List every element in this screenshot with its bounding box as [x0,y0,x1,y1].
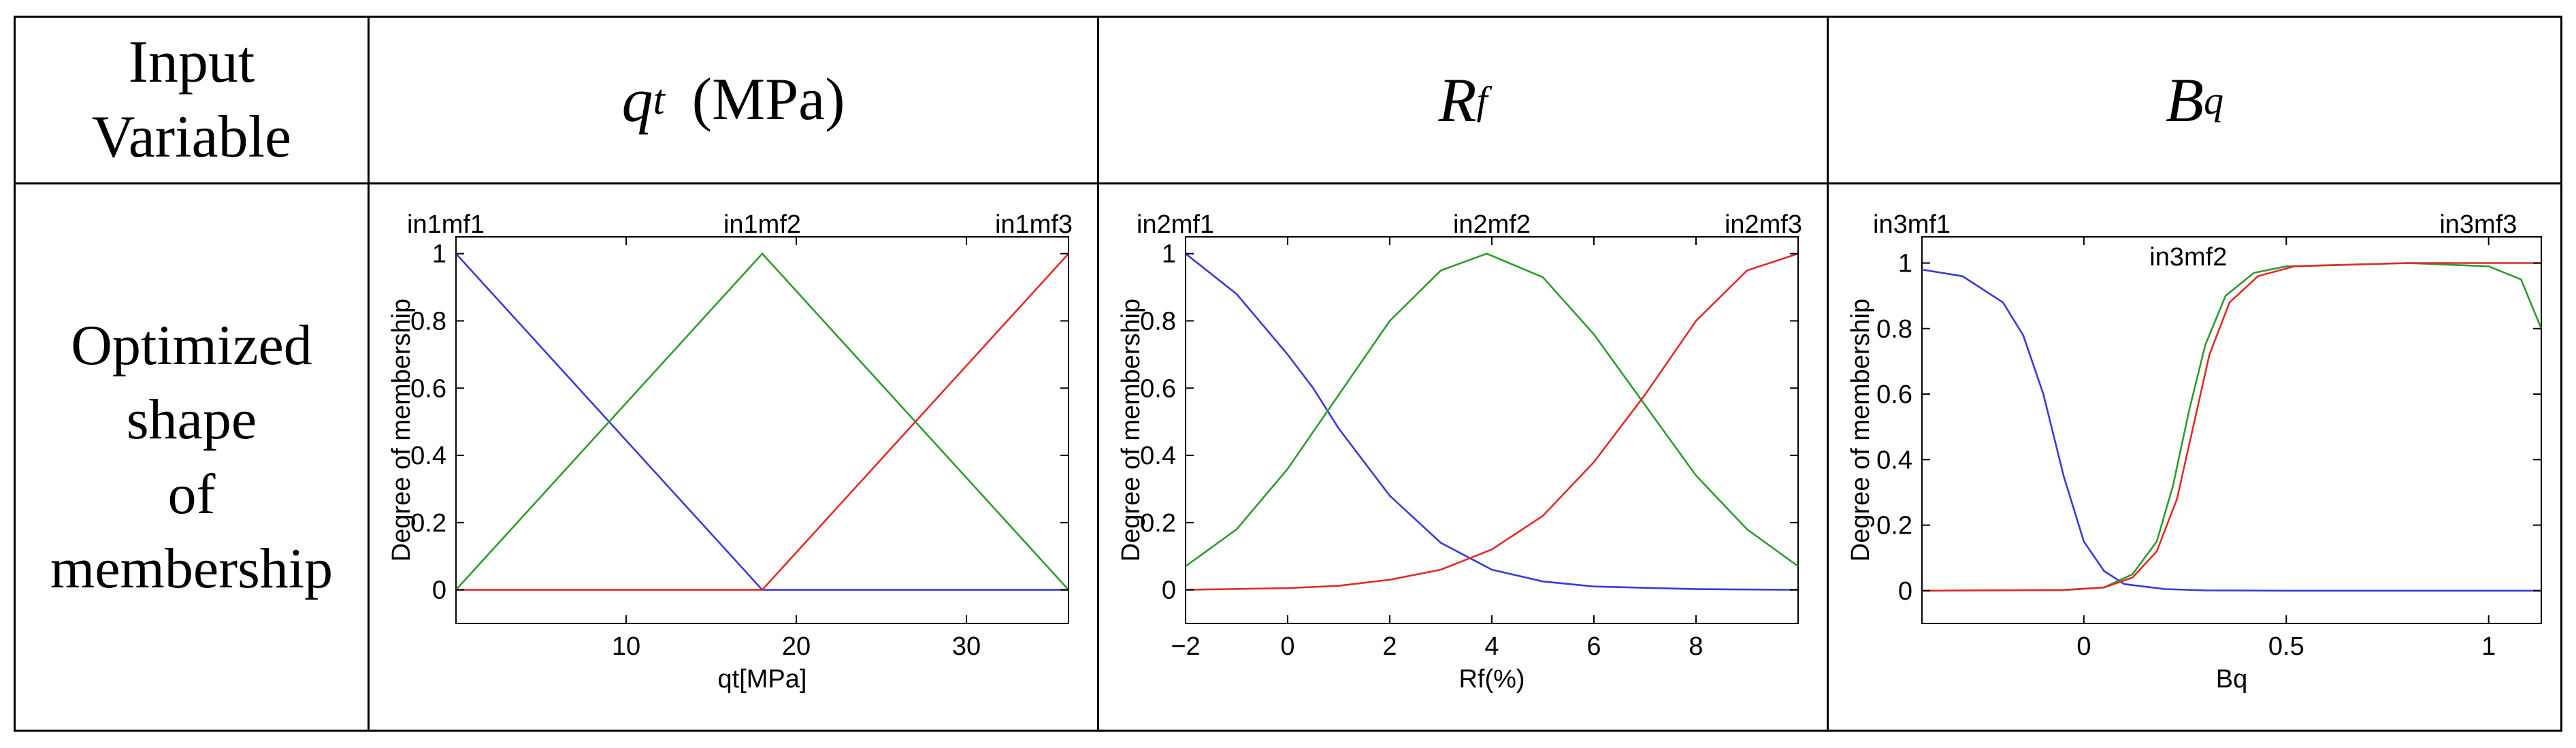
mf-label-in2mf2: in2mf2 [1453,210,1531,239]
row-label: Optimized shape of membership [50,314,333,600]
header-input-variable: Input Variable [91,29,292,170]
y-tick-label: 0 [1898,577,1912,606]
table-divider [14,182,2562,184]
y-tick-label: 0.2 [1140,509,1176,538]
x-tick-label: 10 [612,632,640,661]
x-tick-label: 0 [2076,632,2091,661]
x-tick-label: 6 [1586,632,1601,661]
y-tick-label: 0.2 [1876,512,1912,540]
y-tick-label: 0 [432,576,446,605]
mf-label-in2mf1: in2mf1 [1137,210,1214,239]
y-tick-label: 0.6 [1140,374,1176,403]
membership-table [14,16,2562,732]
y-tick-label: 0.2 [410,509,446,538]
table-divider [1097,16,1099,732]
series-line-in3mf2 [1921,262,2543,592]
mf-label-in3mf3: in3mf3 [2439,210,2517,239]
mf-label-in3mf1: in3mf1 [1873,210,1951,239]
series-line-in2mf2 [1185,253,1799,568]
x-tick-label: 20 [782,632,811,661]
y-tick-label: 1 [432,240,446,269]
series-line-in2mf1 [1185,253,1799,591]
table-divider [368,16,370,732]
x-axis-label: qt[MPa] [718,665,807,694]
series-line-in3mf3 [1921,262,2541,592]
y-tick-label: 1 [1898,250,1912,278]
y-tick-label: 0.8 [1876,315,1912,344]
chart-rf-svg: 0 0.2 0.4 0.6 0.8 1 −2 0 2 4 6 8 Rf(%) Degree of memb… [1117,210,1802,694]
chart-qt-svg: 0 0.2 0.4 0.6 0.8 1 10 20 30 qt[MPa] Degree of mem… [387,210,1073,694]
chart-qt: 0 0.2 0.4 0.6 0.8 1 10 20 30 qt[MPa] Degree of mem… [381,204,1089,721]
y-axis-label: Degree of membership [387,299,416,562]
x-tick-label: −2 [1171,632,1200,661]
chart-bq: 0 0.2 0.4 0.6 0.8 1 0 0.5 1 Bq Degree of membershi… [1840,204,2555,721]
y-tick-label: 0.8 [410,307,446,336]
series-line-in1mf3 [456,253,1069,591]
y-tick-label: 0.8 [1140,307,1176,336]
mf-label-in1mf3: in1mf3 [995,210,1073,239]
chart-rf: 0 0.2 0.4 0.6 0.8 1 −2 0 2 4 6 8 Rf(%) Degree of memb… [1111,204,1819,721]
y-tick-label: 0.4 [410,442,446,470]
x-tick-label: 8 [1689,632,1703,661]
chart-bq-svg: 0 0.2 0.4 0.6 0.8 1 0 0.5 1 Bq Degree of membershi… [1846,210,2543,694]
series-line-in3mf1 [1921,268,2541,592]
plot-frame [455,236,1069,624]
y-tick-label: 1 [1162,240,1176,269]
mf-label-in2mf3: in2mf3 [1725,210,1802,239]
y-tick-label: 0.4 [1140,442,1176,470]
mf-label-in1mf2: in1mf2 [723,210,801,239]
x-tick-label: 4 [1484,632,1499,661]
x-tick-label: 30 [952,632,981,661]
table-divider [1827,16,1829,732]
series-line-in1mf2 [455,252,1069,591]
y-axis-label: Degree of membership [1117,299,1145,562]
series-line-in2mf3 [1185,253,1799,591]
plot-frame [1185,236,1799,624]
y-axis-label: Degree of membership [1846,299,1875,562]
plot-frame [1921,236,2542,624]
y-tick-label: 0 [1162,576,1176,605]
x-tick-label: 1 [2481,632,2496,661]
x-tick-label: 2 [1382,632,1397,661]
x-tick-label: 0 [1280,632,1294,661]
x-axis-label: Rf(%) [1458,665,1525,694]
mf-label-in3mf2: in3mf2 [2149,243,2227,272]
x-tick-label: 0.5 [2268,632,2304,661]
y-tick-label: 0.4 [1876,446,1912,474]
x-axis-label: Bq [2216,665,2247,694]
mf-label-in1mf1: in1mf1 [407,210,485,239]
y-tick-label: 0.6 [410,374,446,403]
y-tick-label: 0.6 [1876,380,1912,409]
